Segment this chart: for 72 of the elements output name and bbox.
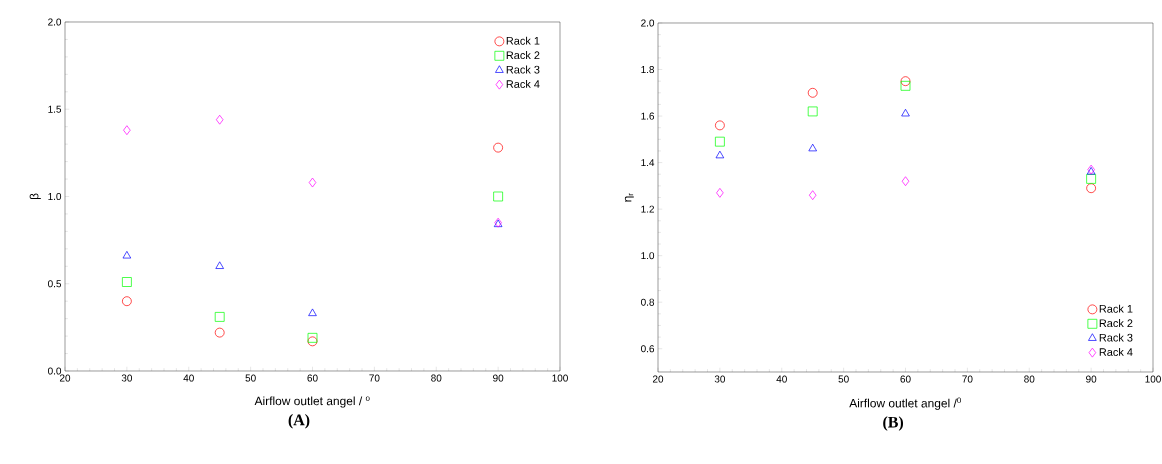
legend-label: Rack 1 — [506, 36, 540, 45]
point — [215, 261, 224, 269]
x-tick-label: 60 — [307, 374, 318, 382]
legend-label: Rack 2 — [506, 51, 540, 60]
legend-label: Rack 3 — [1099, 333, 1133, 342]
y-tick-label: 1.6 — [641, 112, 655, 120]
x-tick-label: 70 — [369, 374, 380, 382]
y-tick-label: 1.4 — [641, 159, 655, 167]
x-tick-label: 100 — [1145, 375, 1161, 383]
x-tick-label: 60 — [900, 375, 911, 383]
point — [808, 143, 817, 152]
y-tick-label: 1.0 — [48, 192, 62, 201]
y-tick-label: 0.6 — [641, 345, 655, 353]
x-axis-title: Airflow outlet angel / $^{o}$ — [254, 396, 370, 408]
y-tick-label: 1.0 — [641, 252, 655, 260]
point — [122, 250, 132, 259]
x-tick-label: 30 — [121, 374, 133, 382]
point — [808, 190, 817, 201]
legend-label: Rack 4 — [506, 79, 540, 88]
x-tick-label: 50 — [838, 375, 849, 383]
point — [807, 87, 818, 98]
point — [715, 120, 725, 131]
x-tick-label: 90 — [493, 374, 504, 382]
point — [214, 312, 225, 322]
point — [807, 106, 818, 117]
point — [1086, 183, 1096, 194]
point — [307, 336, 318, 347]
point — [215, 114, 224, 125]
y-axis-title: η$_{r}$ — [624, 193, 634, 202]
y-tick-label: 0.5 — [48, 280, 62, 288]
point — [123, 125, 131, 136]
y-tick-label: 1.5 — [48, 105, 62, 113]
x-tick-label: 100 — [552, 374, 568, 382]
legend-label: Rack 2 — [1099, 319, 1133, 328]
x-tick-label: 30 — [714, 375, 726, 383]
point — [493, 142, 503, 153]
point — [716, 187, 724, 198]
point — [900, 76, 911, 87]
x-axis-title: Airflow outlet angel /$^{0}$ — [849, 397, 961, 410]
x-tick-label: 20 — [59, 374, 71, 382]
x-tick-label: 90 — [1086, 375, 1097, 383]
point — [122, 277, 132, 287]
point — [493, 191, 503, 202]
point — [715, 150, 725, 159]
text: (B) — [883, 416, 904, 431]
legend-label: Rack 4 — [1099, 347, 1133, 356]
y-axis-title: β — [29, 193, 41, 200]
x-tick-label: 80 — [431, 374, 442, 382]
point — [900, 80, 911, 91]
x-tick-label: 70 — [962, 375, 973, 383]
text: (A) — [288, 414, 310, 429]
legend-label: Rack 1 — [1099, 304, 1133, 313]
point — [308, 308, 317, 317]
point — [901, 108, 910, 117]
point — [901, 176, 910, 187]
x-tick-label: 40 — [776, 375, 787, 383]
point — [122, 296, 132, 307]
point — [214, 327, 225, 338]
y-tick-label: 2.0 — [48, 18, 62, 26]
y-tick-label: 0.0 — [48, 367, 62, 375]
y-tick-label: 2.0 — [641, 19, 655, 27]
point — [307, 332, 318, 343]
y-tick-label: 0.8 — [641, 298, 655, 306]
y-tick-label: 1.2 — [641, 205, 654, 213]
x-tick-label: 80 — [1024, 375, 1035, 383]
y-tick-label: 1.8 — [641, 66, 655, 74]
point — [308, 177, 317, 188]
point — [715, 136, 725, 147]
x-tick-label: 20 — [652, 375, 664, 383]
legend-label: Rack 3 — [506, 65, 540, 74]
x-tick-label: 40 — [183, 374, 194, 382]
x-tick-label: 50 — [245, 374, 256, 382]
